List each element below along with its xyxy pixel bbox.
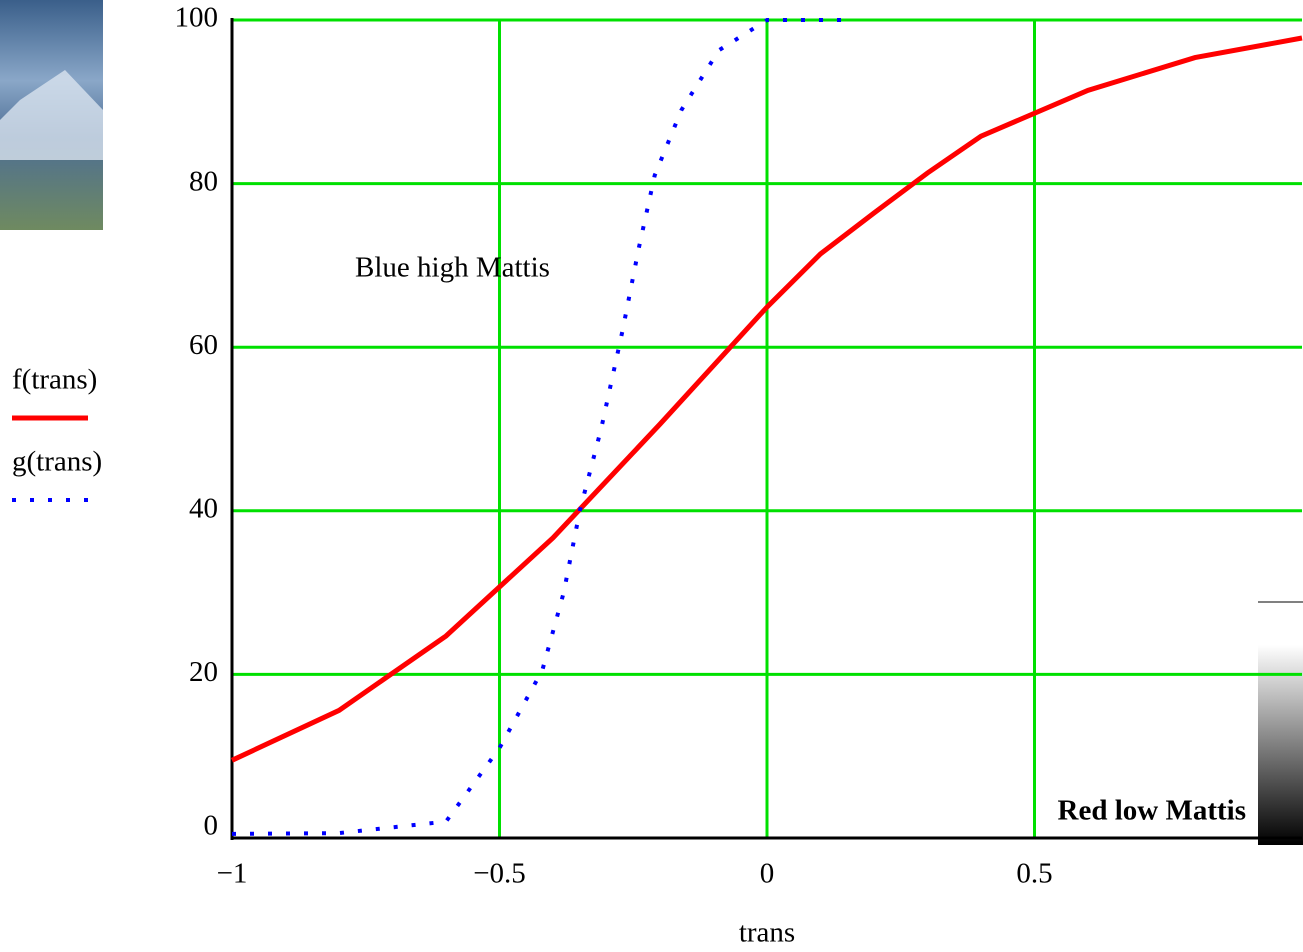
legend-label: g(trans) [12,446,102,478]
y-tick-label: 100 [175,2,219,34]
x-tick-label: −1 [217,858,248,890]
gradient-bar [1258,645,1303,845]
y-tick-label: 0 [204,810,219,842]
y-tick-label: 60 [189,329,218,361]
mountain [0,70,103,160]
y-tick-label: 20 [189,656,218,688]
series-line [231,18,848,836]
annotation: Red low Mattis [1058,795,1246,827]
x-tick-label: −0.5 [473,858,526,890]
x-axis-label: trans [739,917,795,949]
x-tick-label: 0 [760,858,775,890]
y-tick-label: 40 [189,492,218,524]
legend-label: f(trans) [12,364,97,396]
x-tick-label: 0.5 [1016,858,1052,890]
series-line [230,35,1303,763]
y-tick-label: 80 [189,165,218,197]
annotation: Blue high Mattis [355,252,550,284]
